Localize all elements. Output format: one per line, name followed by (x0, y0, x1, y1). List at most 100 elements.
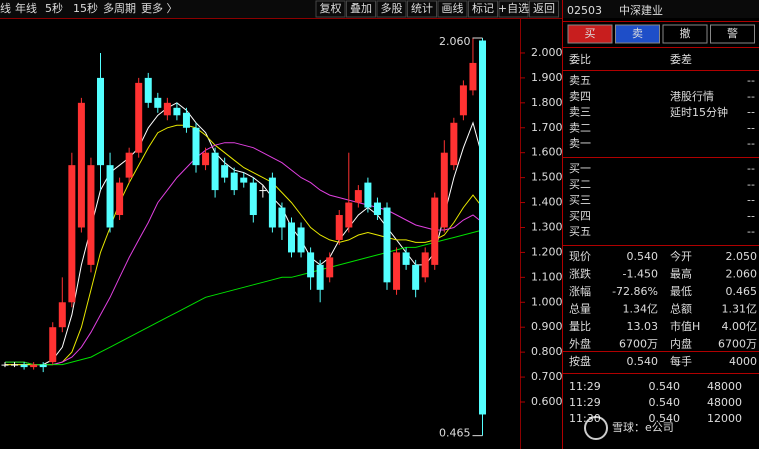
candle-body (20, 364, 28, 368)
trade-button[interactable]: 撤 (680, 26, 691, 40)
stat-label: 市值H (670, 319, 700, 333)
candle-body (221, 165, 229, 178)
candle-body (68, 165, 76, 303)
trade-cell: 0.540 (649, 396, 681, 409)
toolbar-button[interactable]: +自选 (498, 2, 529, 15)
toolbar-button-bg (376, 0, 407, 18)
candle-body (373, 202, 381, 216)
candle-body (30, 364, 38, 368)
order-level: 买四 (569, 209, 591, 222)
stat-label: 总额 (670, 302, 692, 316)
watermark: 雪球：e公司 (612, 420, 674, 434)
candle-body (240, 177, 248, 183)
toolbar-button[interactable]: 叠加 (350, 2, 372, 15)
stat-label: 最低 (670, 285, 692, 298)
order-value: -- (747, 209, 755, 222)
stat-value: -72.86% (612, 285, 658, 298)
candle-body (58, 302, 66, 328)
stat-value: 4.00亿 (722, 320, 758, 333)
candle-body (459, 85, 467, 116)
candle-body (259, 190, 267, 192)
candle-body (230, 172, 238, 191)
y-tick-label: 0.700 (531, 370, 563, 383)
candle-body (316, 264, 324, 290)
y-tick-label: 1.900 (531, 71, 563, 84)
trade-cell: 11:29 (569, 396, 601, 409)
candle-body (1, 364, 9, 366)
candle-body (11, 364, 19, 366)
trade-cell: 11:30 (569, 412, 601, 425)
stat-value: 13.03 (627, 320, 659, 333)
stat-value: 0.540 (627, 355, 659, 368)
toolbar-tab[interactable]: 更多 〉 (141, 1, 178, 15)
candle-body (192, 127, 200, 166)
high-label: 2.060 (439, 35, 471, 48)
trade-button[interactable]: 警 (727, 26, 738, 40)
trade-button[interactable]: 卖 (632, 27, 643, 40)
candle-body (49, 327, 57, 363)
candle-body (268, 177, 276, 228)
toolbar-tab[interactable]: 线 (0, 1, 11, 15)
ratio-label: 委差 (670, 52, 692, 66)
order-value: -- (747, 106, 755, 119)
moving-average-line (5, 124, 483, 366)
stat-label: 按盘 (569, 354, 591, 368)
stat-label: 涨跌 (569, 267, 591, 281)
candle-body (182, 112, 190, 128)
toolbar-button[interactable]: 标记 (472, 1, 494, 15)
watermark-logo (584, 416, 608, 440)
order-value: -- (747, 178, 755, 191)
candle-body (144, 77, 152, 103)
candle-body (440, 152, 448, 228)
candle-body (116, 182, 124, 216)
toolbar-bg (0, 0, 759, 18)
candle-body (97, 77, 104, 166)
toolbar-button-bg (315, 0, 346, 18)
toolbar-button[interactable]: 返回 (533, 2, 555, 15)
stat-label: 总量 (569, 302, 591, 316)
toolbar-button[interactable]: 统计 (411, 2, 433, 15)
stat-label: 每手 (670, 354, 692, 368)
candle-body (288, 222, 295, 253)
y-tick-label: 0.800 (531, 345, 563, 358)
candle-body (431, 197, 439, 265)
candle-body (364, 182, 372, 208)
candle-body (125, 152, 133, 178)
toolbar-button[interactable]: 复权 (320, 1, 342, 15)
candle-body (154, 97, 162, 108)
order-level: 卖一 (569, 137, 591, 150)
trade-button[interactable]: 买 (585, 27, 596, 40)
candle-body (326, 257, 334, 278)
candle-body (402, 252, 410, 265)
candle-body (307, 252, 315, 278)
trade-cell: 11:29 (569, 380, 601, 393)
stat-value: 2.060 (726, 268, 758, 281)
stock-code: 02503 (567, 4, 602, 17)
candle-body (173, 107, 181, 116)
toolbar-tab[interactable]: 年线 (15, 1, 37, 15)
candle-body (469, 62, 477, 91)
toolbar-button[interactable]: 多股 (381, 1, 403, 15)
stat-label: 外盘 (569, 337, 591, 351)
stat-value: 1.31亿 (722, 303, 758, 316)
toolbar-button-bg (498, 0, 529, 18)
candle-body (39, 364, 47, 368)
candle-body (412, 264, 420, 290)
toolbar-tab[interactable]: 15秒 (73, 1, 98, 15)
candle-body (202, 152, 210, 166)
y-tick-label: 1.600 (531, 146, 563, 159)
moving-average-line (5, 142, 483, 366)
trade-button-bg (662, 24, 708, 44)
moving-average-line (5, 102, 483, 366)
toolbar-tab[interactable]: 5秒 (45, 1, 63, 15)
order-value: -- (747, 225, 755, 238)
stat-value: 0.540 (627, 250, 659, 263)
toolbar-button[interactable]: 画线 (442, 1, 464, 15)
y-tick-label: 1.100 (531, 270, 563, 283)
stat-label: 今开 (670, 249, 692, 263)
order-level: 卖四 (569, 90, 591, 103)
y-tick-label: 0.900 (531, 320, 563, 333)
y-tick-label: 1.800 (531, 96, 563, 109)
toolbar-tab[interactable]: 多周期 (103, 1, 136, 15)
